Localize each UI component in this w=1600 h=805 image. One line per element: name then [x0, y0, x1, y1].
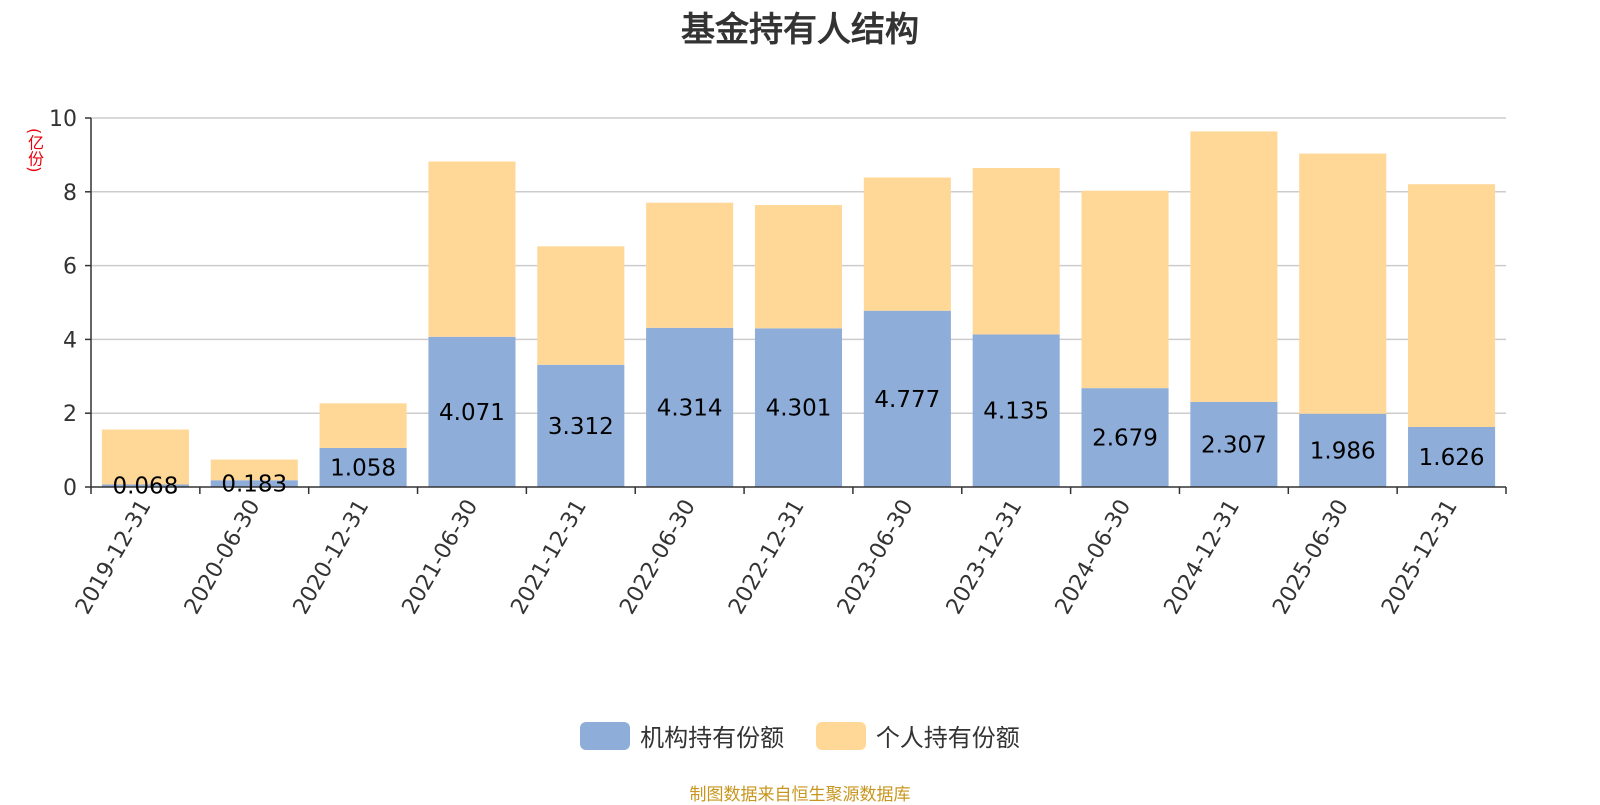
bar-individual[interactable] [1408, 184, 1496, 428]
bar-value-label: 1.058 [330, 455, 396, 481]
y-tick-label: 4 [63, 328, 77, 353]
bar-value-label: 4.301 [766, 396, 832, 422]
bar-value-label: 4.314 [657, 395, 723, 421]
bar-value-label: 1.626 [1419, 445, 1485, 471]
bar-value-label: 4.071 [439, 400, 505, 426]
legend-item-individual[interactable]: 个人持有份额 [815, 718, 1020, 753]
data-source-note: 制图数据来自恒生聚源数据库 [689, 785, 911, 805]
y-tick-label: 10 [49, 107, 77, 132]
x-tick-label: 2021-12-31 [506, 496, 592, 619]
legend-label-institutional: 机构持有份额 [640, 724, 785, 752]
bar-individual[interactable] [319, 403, 407, 448]
bar-individual[interactable] [101, 429, 189, 485]
bar-individual[interactable] [1190, 131, 1278, 402]
bar-value-label: 1.986 [1310, 438, 1376, 464]
bar-institutional[interactable] [1408, 427, 1496, 487]
bar-institutional[interactable] [1190, 401, 1278, 487]
bar-labels: 0.068 0.183 1.058 4.071 3.312 4.314 4.301 4.777… [112, 387, 1484, 500]
x-tick-label: 2020-06-30 [180, 496, 266, 619]
bar-value-label: 0.068 [112, 474, 178, 500]
bar-individual[interactable] [863, 177, 951, 311]
x-tick-label: 2023-06-30 [833, 496, 919, 619]
x-tick-label: 2023-12-31 [942, 496, 1028, 619]
bar-institutional[interactable] [210, 480, 298, 487]
bar-institutional[interactable] [319, 447, 407, 487]
bar-individual[interactable] [646, 202, 734, 328]
bar-individual[interactable] [1299, 153, 1387, 414]
bar-institutional[interactable] [1299, 413, 1387, 487]
bar-institutional[interactable] [754, 328, 843, 487]
y-tick-label: 8 [63, 181, 77, 206]
bar-institutional[interactable] [428, 336, 516, 487]
y-tick-label: 0 [63, 476, 77, 501]
bar-institutional[interactable] [863, 310, 951, 487]
bar-institutional[interactable] [646, 327, 734, 487]
legend-swatch-institutional [580, 721, 631, 750]
x-tick-label: 2022-06-30 [615, 496, 701, 619]
bar-individual[interactable] [428, 161, 516, 337]
bar-value-label: 4.777 [874, 387, 940, 413]
bar-institutional[interactable] [537, 364, 625, 487]
bar-institutional[interactable] [972, 334, 1060, 487]
bar-individual[interactable] [1081, 190, 1169, 389]
bar-institutional[interactable] [101, 484, 189, 487]
bar-value-label: 0.183 [221, 472, 287, 498]
bar-institutional[interactable] [1081, 388, 1169, 487]
bar-value-label: 4.135 [983, 399, 1049, 425]
chart-title: 基金持有人结构 [681, 10, 919, 50]
y-axis-unit-label: (亿份) [25, 127, 44, 173]
x-tick-label: 2022-12-31 [724, 496, 810, 619]
x-tick-label: 2021-06-30 [398, 496, 484, 619]
x-tick-label: 2024-12-31 [1160, 496, 1246, 619]
legend: 机构持有份额 个人持有份额 [0, 718, 1600, 756]
legend-label-individual: 个人持有份额 [875, 724, 1020, 752]
bar-individual[interactable] [754, 205, 843, 329]
x-tick-label: 2019-12-31 [71, 496, 157, 619]
bar-value-label: 2.679 [1092, 426, 1158, 452]
x-tick-label: 2024-06-30 [1051, 496, 1137, 619]
legend-swatch-individual [815, 721, 866, 750]
bar-individual[interactable] [210, 459, 298, 481]
bar-value-label: 2.307 [1201, 432, 1267, 458]
bar-value-label: 3.312 [548, 414, 614, 440]
x-tick-label: 2020-12-31 [289, 496, 375, 619]
y-tick-label: 2 [63, 402, 77, 427]
bars [101, 131, 1496, 487]
x-tick-label: 2025-12-31 [1377, 496, 1463, 619]
legend-item-institutional[interactable]: 机构持有份额 [580, 718, 784, 753]
y-tick-label: 6 [63, 255, 77, 280]
x-tick-label: 2025-06-30 [1268, 496, 1354, 619]
bar-individual[interactable] [972, 167, 1060, 335]
bar-individual[interactable] [537, 246, 625, 365]
